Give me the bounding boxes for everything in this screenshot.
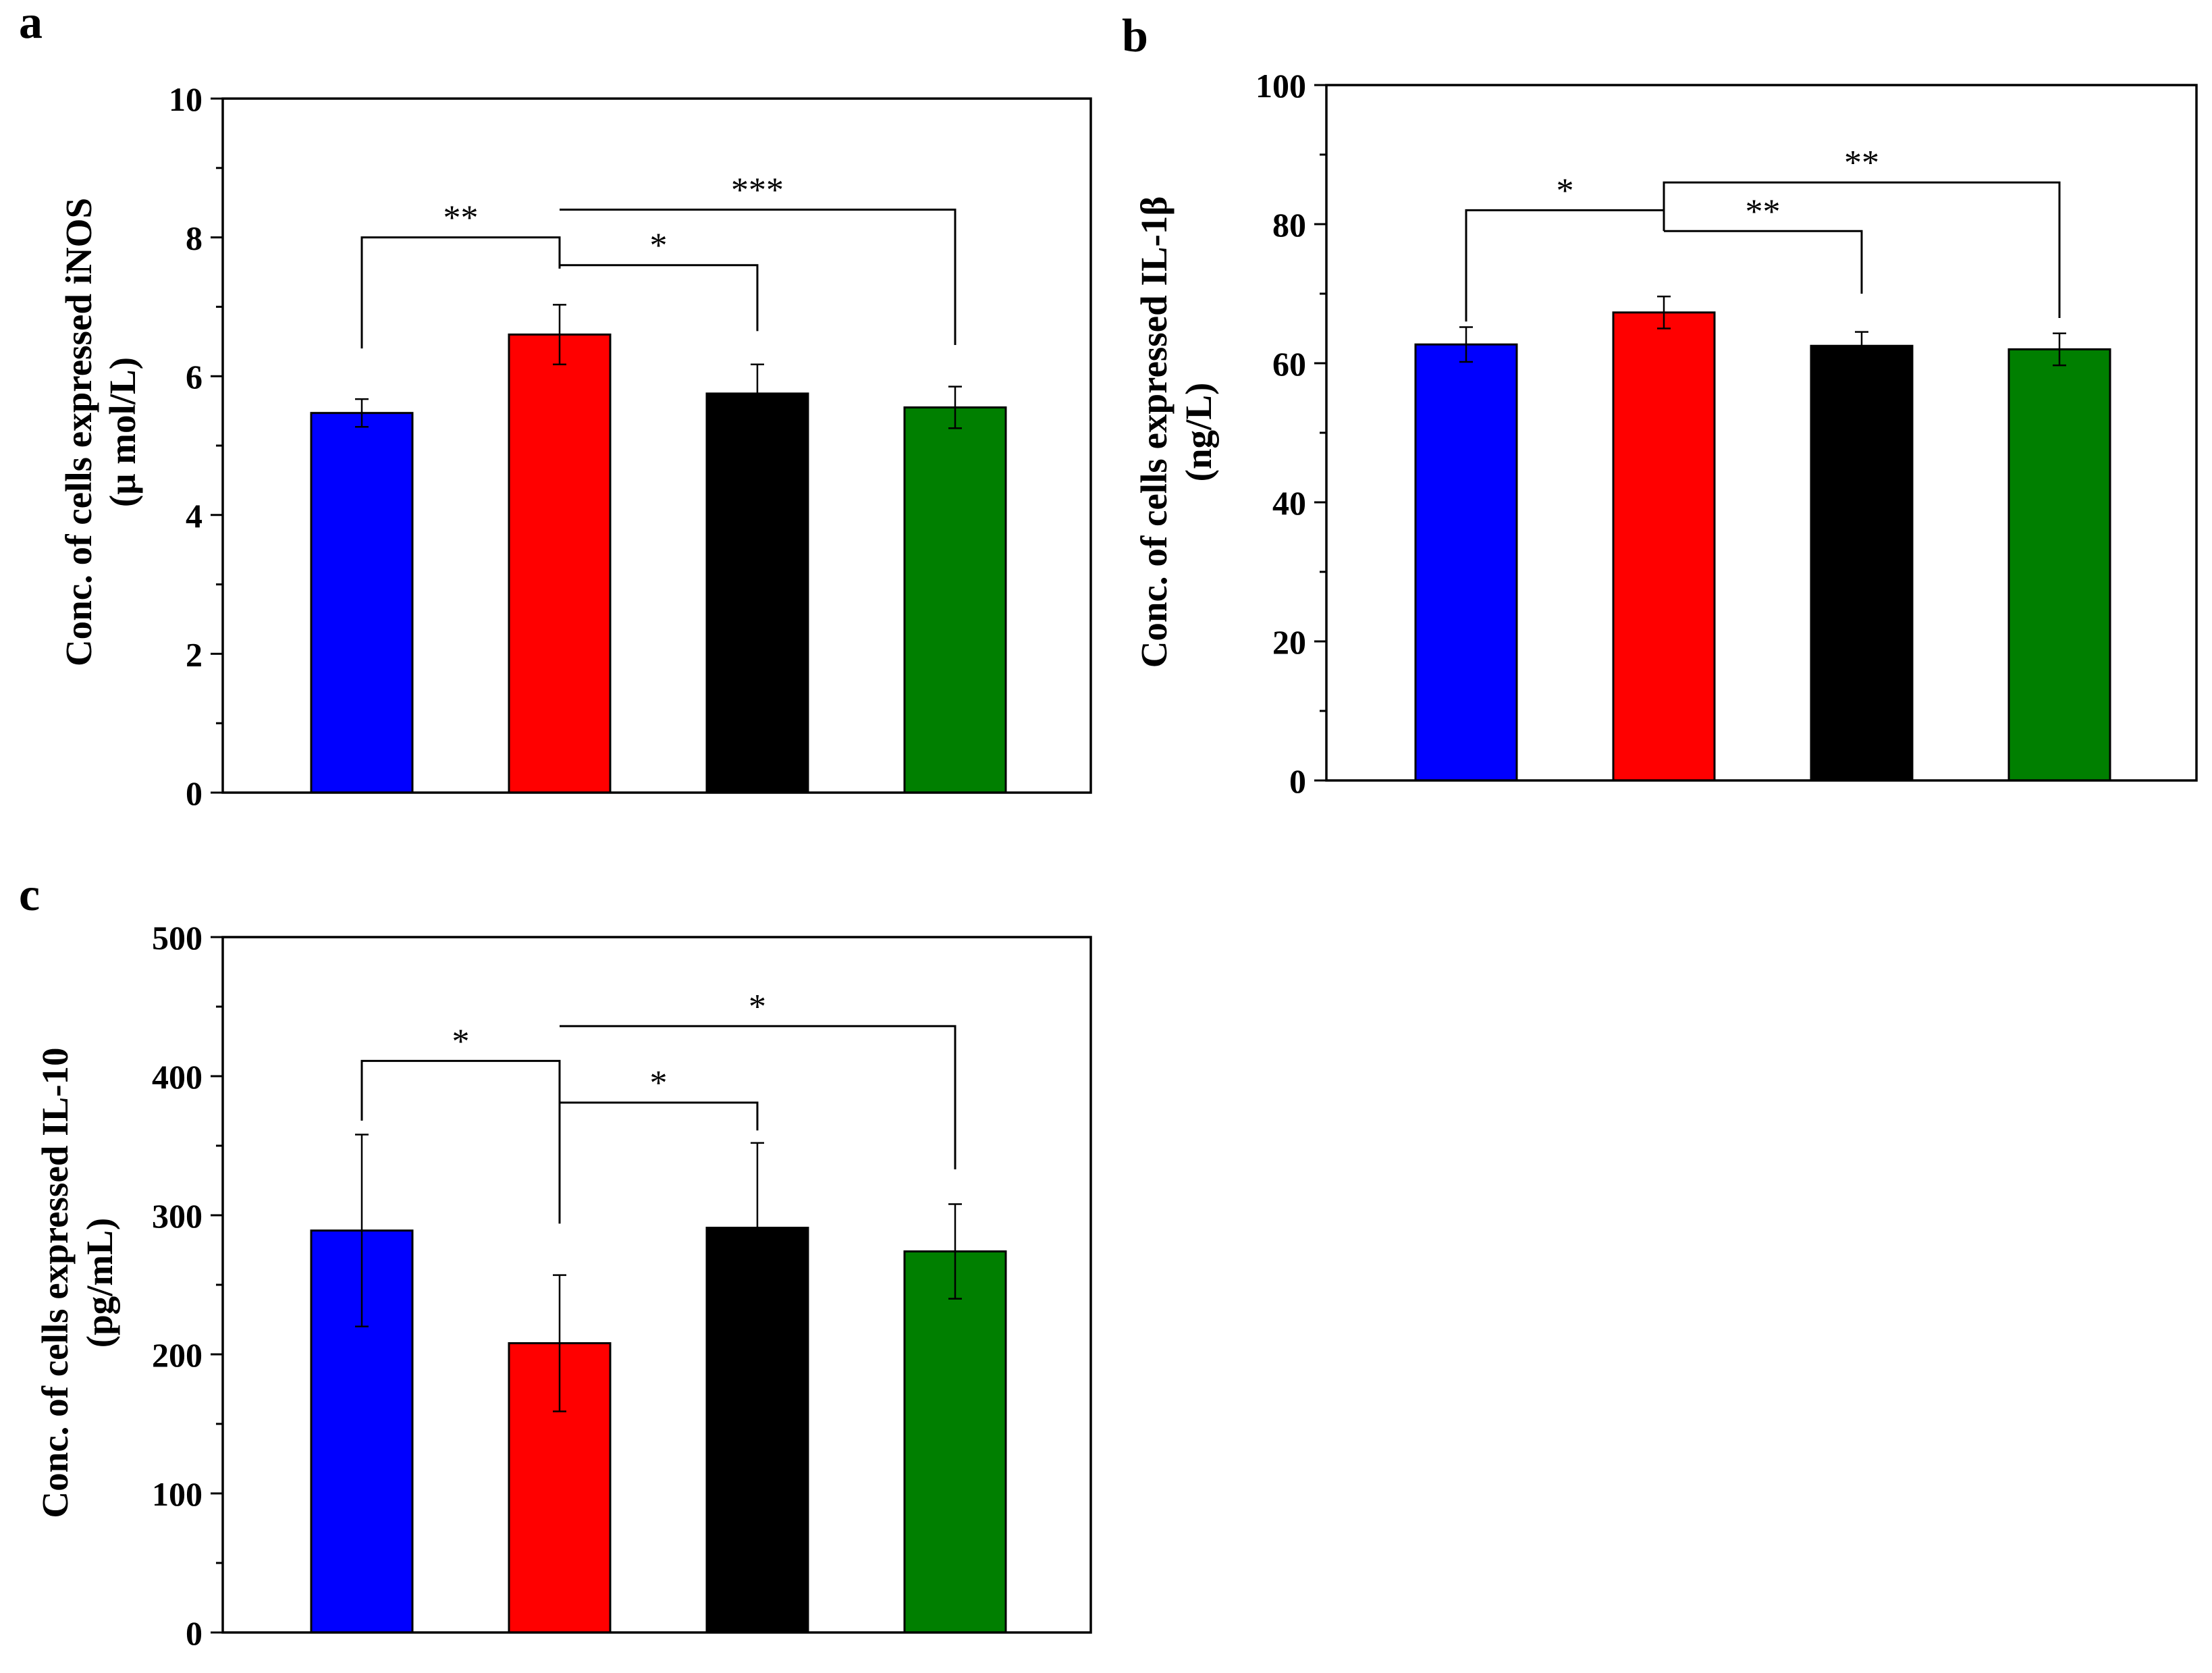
chart-c-error-bar (355, 1134, 369, 1328)
chart-a-ytick-label: 4 (186, 497, 203, 535)
chart-b-ytick-label: 20 (1272, 623, 1306, 661)
chart-b-ytick-label: 80 (1272, 206, 1306, 244)
chart-c-ticks (211, 936, 223, 1634)
chart-a-error-bar (355, 398, 369, 428)
chart-b-error-bar (2053, 332, 2066, 367)
chart-b-sig-bracket (1663, 181, 2061, 319)
chart-a-plot-area (211, 97, 1092, 794)
chart-b-sig-label: ** (1844, 144, 1879, 182)
chart-b: Conc. of cells expressed IL-1β (ng/L) 0 2… (1133, 67, 2198, 800)
chart-a-ytick-label: 8 (186, 219, 203, 257)
chart-c-ytick-label: 300 (152, 1197, 203, 1235)
chart-c-error-bar (751, 1142, 764, 1314)
chart-c-sig-label: * (452, 1022, 470, 1061)
chart-b-error-bar (1459, 326, 1473, 363)
chart-c-sig-bracket-line (560, 1025, 956, 1170)
chart-b-sig-bracket-line (1664, 230, 1863, 294)
chart-c-ytick-label: 400 (152, 1058, 203, 1096)
panel-label-b: b (1122, 10, 1148, 62)
chart-a-sig-label: *** (731, 171, 784, 209)
chart-c-sig-bracket (560, 1101, 759, 1131)
chart-a-sig-bracket (560, 208, 956, 345)
chart-a: Conc. of cells expressed iNOS (μ mol/L) … (58, 80, 1092, 812)
chart-a-ytick-label: 10 (169, 80, 203, 118)
chart-a-error-bar (751, 363, 764, 424)
chart-a-ytick-label: 0 (186, 774, 203, 812)
chart-c-error-bar (553, 1274, 566, 1412)
chart-a-ticks (211, 97, 223, 794)
chart-c-sig-bracket (560, 1025, 956, 1170)
chart-c-sig-bracket-line (560, 1101, 759, 1131)
chart-c-sig-bracket (360, 1059, 561, 1224)
chart-c-plot-area (211, 936, 1092, 1634)
chart-a-sig-bracket (360, 236, 561, 349)
chart-b-error-bar (1657, 295, 1671, 329)
chart-b-sig-label: * (1557, 171, 1574, 210)
chart-a-bar (705, 392, 809, 794)
chart-a-bar (508, 334, 612, 794)
chart-c-ylabel-line2: (pg/mL) (79, 1218, 120, 1348)
chart-a-sig-label: * (650, 227, 668, 265)
chart-c: Conc. of cells expressed IL-10 (pg/mL) 0… (34, 919, 1092, 1652)
chart-b-ytick-label: 0 (1289, 762, 1306, 800)
chart-c-sig-label: * (749, 988, 766, 1026)
chart-c-ylabel-line1: Conc. of cells expressed IL-10 (34, 1047, 76, 1518)
chart-c-sig-bracket-line (360, 1059, 561, 1224)
chart-a-ytick-label: 2 (186, 635, 203, 673)
chart-a-sig-bracket-line (360, 236, 561, 349)
chart-a-ylabel-line1: Conc. of cells expressed iNOS (58, 198, 99, 666)
chart-a-bar (903, 406, 1007, 794)
chart-b-ylabel-line2: (ng/L) (1178, 383, 1219, 482)
chart-b-sig-label: ** (1746, 192, 1781, 231)
chart-a-sig-label: ** (443, 199, 479, 238)
chart-b-ytick-label: 100 (1256, 67, 1306, 105)
chart-b-sig-bracket (1664, 230, 1863, 294)
chart-a-sig-bracket-line (560, 208, 956, 345)
chart-c-ytick-label: 500 (152, 919, 203, 957)
chart-a-sig-bracket (560, 264, 759, 331)
chart-b-bar (1612, 311, 1716, 782)
chart-b-sig-bracket-line (1663, 181, 2061, 319)
chart-b-error-bar (1855, 331, 1868, 361)
chart-b-plot-area (1314, 84, 2198, 782)
chart-b-bar (1414, 343, 1518, 782)
chart-c-ytick-label: 200 (152, 1336, 203, 1374)
chart-c-ytick-label: 100 (152, 1475, 203, 1513)
chart-c-bar (903, 1250, 1007, 1634)
panel-label-a: a (19, 0, 43, 49)
chart-c-error-bar (948, 1203, 962, 1300)
chart-b-bar (2007, 348, 2111, 782)
chart-b-bar (1810, 344, 1914, 782)
chart-c-sig-label: * (650, 1064, 668, 1103)
chart-a-sig-bracket-line (560, 264, 759, 331)
chart-c-ytick-label: 0 (186, 1614, 203, 1652)
chart-b-ytick-label: 40 (1272, 484, 1306, 522)
chart-b-sig-bracket-line (1465, 209, 1664, 322)
panel-label-c: c (19, 869, 40, 921)
chart-a-bar (310, 412, 414, 794)
chart-a-error-bar (948, 386, 962, 429)
chart-b-ylabel-line1: Conc. of cells expressed IL-1β (1133, 196, 1175, 668)
chart-a-ytick-label: 6 (186, 358, 203, 396)
chart-a-error-bar (553, 304, 566, 365)
chart-a-ylabel-line2: (μ mol/L) (102, 357, 143, 507)
chart-b-ytick-label: 60 (1272, 345, 1306, 383)
chart-b-sig-bracket (1465, 209, 1664, 322)
chart-b-ticks (1314, 84, 1326, 782)
